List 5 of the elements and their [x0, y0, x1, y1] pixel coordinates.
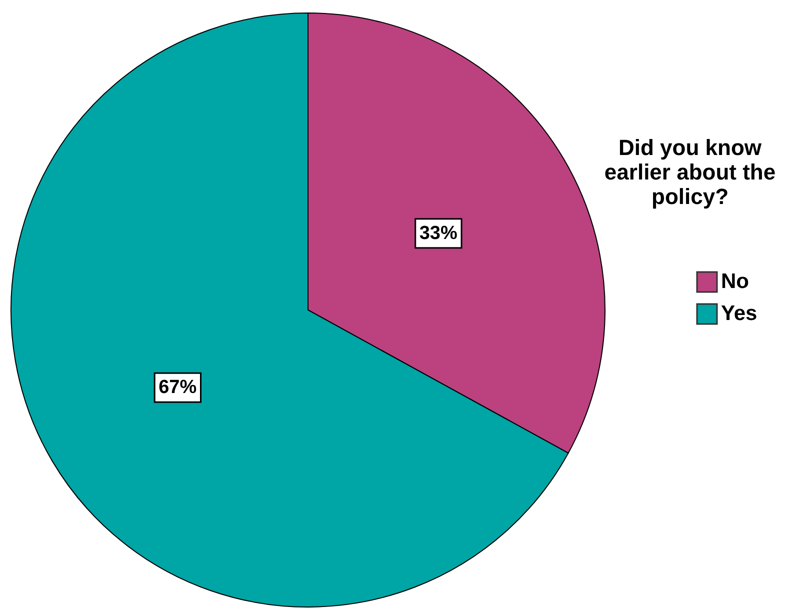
data-label: 67% — [158, 377, 197, 398]
legend-label: Yes — [721, 302, 758, 325]
data-label: 33% — [419, 222, 458, 244]
legend-label: No — [721, 270, 749, 293]
legend-title: Did you know earlier about the policy? — [604, 135, 776, 209]
